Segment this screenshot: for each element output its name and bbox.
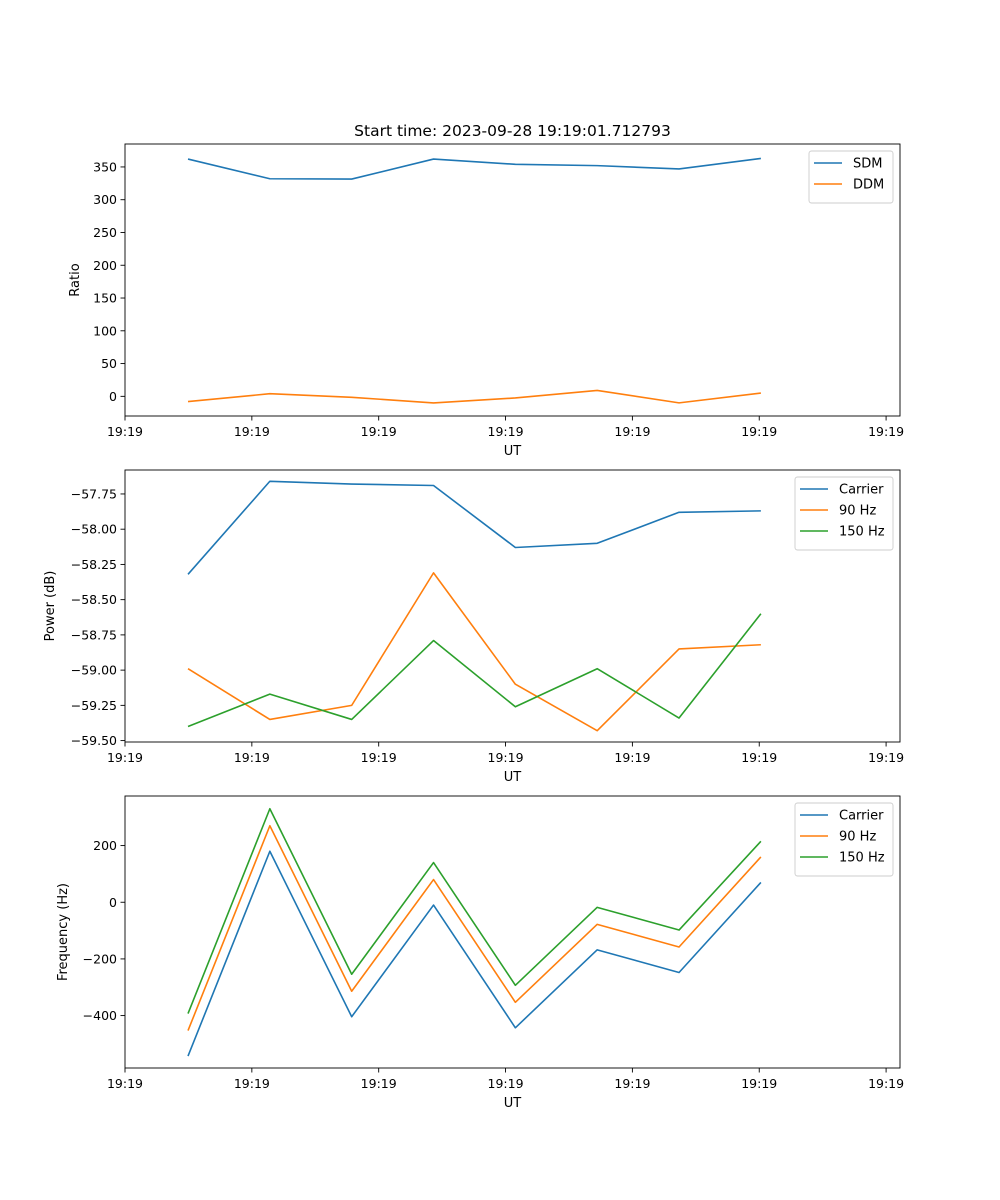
x-tick-label: 19:19 (107, 1076, 143, 1091)
axes-frame (124, 795, 901, 1069)
x-tick-label: 19:19 (234, 424, 270, 439)
x-axis-label: UT (504, 444, 522, 459)
y-axis-label: Power (dB) (43, 571, 58, 642)
y-tick-label: 150 (93, 291, 117, 306)
y-tick-label: −57.75 (71, 486, 117, 501)
series-line-carrier (187, 850, 762, 1057)
x-tick-label: 19:19 (234, 1076, 270, 1091)
y-tick-label: −58.75 (71, 627, 117, 642)
axes-frame (124, 143, 901, 417)
x-tick-label: 19:19 (361, 750, 397, 765)
y-tick-label: −59.50 (71, 733, 117, 748)
x-tick-label: 19:19 (868, 750, 904, 765)
y-tick-label: 50 (101, 356, 117, 371)
series-line-150-hz (187, 613, 762, 728)
legend: Carrier 90 Hz 150 Hz (794, 476, 894, 551)
y-tick-label: 200 (93, 838, 117, 853)
series-line-90-hz (187, 824, 762, 1031)
series-line-ddm (187, 389, 761, 404)
x-tick-label: 19:19 (107, 750, 143, 765)
legend-label: 90 Hz (839, 830, 876, 845)
legend-label: 90 Hz (839, 504, 876, 519)
x-tick-label: 19:19 (741, 424, 777, 439)
y-tick-label: 250 (93, 225, 117, 240)
x-tick-label: 19:19 (614, 1076, 650, 1091)
x-tick-label: 19:19 (361, 1076, 397, 1091)
legend-label: SDM (853, 157, 882, 172)
x-tick-label: 19:19 (488, 750, 524, 765)
series-line-sdm (187, 157, 761, 180)
y-tick-label: −400 (83, 1008, 117, 1023)
legend-frame (808, 150, 894, 204)
y-tick-label: 350 (93, 159, 117, 174)
x-tick-label: 19:19 (614, 750, 650, 765)
y-tick-label: −58.50 (71, 592, 117, 607)
y-tick-label: −59.25 (71, 698, 117, 713)
series-line-90-hz (187, 572, 761, 732)
legend: SDM DDM (808, 150, 894, 204)
x-tick-label: 19:19 (488, 1076, 524, 1091)
y-tick-label: −58.25 (71, 557, 117, 572)
x-tick-label: 19:19 (107, 424, 143, 439)
chart-panels: 19:19 19:19 19:19 19:19 19:19 19:19 19:19 0 50 10… (43, 143, 904, 1111)
x-tick-label: 19:19 (741, 1076, 777, 1091)
y-tick-label: 0 (109, 389, 117, 404)
y-tick-label: 200 (93, 258, 117, 273)
series-line-carrier (187, 480, 761, 575)
panel-1: 19:19 19:19 19:19 19:19 19:19 19:19 19:19 0 50 10… (68, 143, 904, 459)
x-tick-label: 19:19 (361, 424, 397, 439)
axes-frame (124, 469, 901, 743)
x-axis-label: UT (504, 770, 522, 785)
x-axis-label: UT (504, 1096, 522, 1111)
y-axis-label: Ratio (68, 263, 83, 296)
chart-title: Start time: 2023-09-28 19:19:01.712793 (354, 122, 671, 140)
x-tick-label: 19:19 (868, 1076, 904, 1091)
y-tick-label: 300 (93, 192, 117, 207)
y-axis-label: Frequency (Hz) (56, 883, 71, 981)
x-tick-label: 19:19 (488, 424, 524, 439)
y-tick-label: −58.00 (71, 522, 117, 537)
panel-2: 19:19 19:19 19:19 19:19 19:19 19:19 19:19 −59.5… (43, 469, 904, 785)
y-tick-label: 100 (93, 323, 117, 338)
x-tick-label: 19:19 (868, 424, 904, 439)
legend-label: 150 Hz (839, 525, 885, 540)
legend-label: Carrier (839, 809, 884, 824)
x-tick-label: 19:19 (614, 424, 650, 439)
panel-3: 19:19 19:19 19:19 19:19 19:19 19:19 19:19 −400 −… (56, 795, 904, 1111)
series-line-150-hz (187, 807, 762, 1014)
y-tick-label: 0 (109, 895, 117, 910)
legend-label: 150 Hz (839, 851, 885, 866)
y-tick-label: −200 (83, 951, 117, 966)
x-tick-label: 19:19 (741, 750, 777, 765)
x-tick-label: 19:19 (234, 750, 270, 765)
legend-label: Carrier (839, 483, 884, 498)
legend: Carrier 90 Hz 150 Hz (794, 802, 894, 877)
legend-label: DDM (853, 178, 884, 193)
y-tick-label: −59.00 (71, 663, 117, 678)
